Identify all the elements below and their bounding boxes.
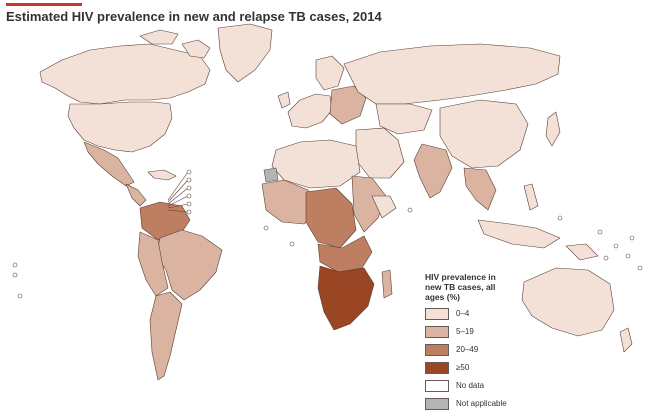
small-territory-marker xyxy=(17,293,23,299)
map-title: Estimated HIV prevalence in new and rela… xyxy=(6,9,382,24)
small-territory-marker xyxy=(637,265,643,271)
legend-item-5-19: 5–19 xyxy=(425,324,625,339)
region-japan xyxy=(545,111,561,147)
small-territory-marker xyxy=(613,243,619,249)
region-china xyxy=(439,99,529,169)
legend-swatch xyxy=(425,307,449,320)
region-australia xyxy=(521,267,615,337)
region-middle-east xyxy=(355,127,405,179)
small-territory-marker xyxy=(186,169,192,175)
legend-item-0-4: 0–4 xyxy=(425,306,625,321)
small-territory-marker xyxy=(629,235,635,241)
region-horn-of-africa xyxy=(371,195,397,219)
world-map xyxy=(12,23,643,381)
region-caribbean xyxy=(147,169,177,181)
region-eastern-europe xyxy=(329,85,367,125)
region-southern-central-africa xyxy=(317,235,373,273)
legend-swatch xyxy=(425,325,449,338)
region-central-africa xyxy=(305,187,357,249)
region-madagascar xyxy=(381,269,393,299)
small-territory-marker xyxy=(186,177,192,183)
small-territory-marker xyxy=(597,229,603,235)
region-philippines xyxy=(523,183,539,211)
legend: HIV prevalence in new TB cases, all ages… xyxy=(425,272,625,414)
legend-label: 0–4 xyxy=(456,309,470,318)
region-new-zealand xyxy=(619,327,633,353)
legend-label: 5–19 xyxy=(456,327,474,336)
legend-item-no-data: No data xyxy=(425,378,625,393)
region-arctic-islands-2 xyxy=(181,39,211,59)
region-north-africa xyxy=(271,139,361,189)
region-central-asia xyxy=(375,103,433,135)
region-indonesia xyxy=(477,219,561,249)
small-territory-marker xyxy=(186,193,192,199)
region-usa xyxy=(67,101,173,153)
legend-item-50-plus: ≥50 xyxy=(425,360,625,375)
region-western-sahara xyxy=(263,167,279,183)
region-east-africa xyxy=(351,175,387,233)
small-territory-marker xyxy=(557,215,563,221)
region-peru-bolivia xyxy=(137,231,169,297)
legend-swatch xyxy=(425,343,449,356)
small-territory-marker xyxy=(12,272,18,278)
small-territory-marker xyxy=(186,201,192,207)
region-png xyxy=(565,243,599,261)
region-greenland xyxy=(217,23,273,83)
legend-swatch xyxy=(425,379,449,392)
region-mexico xyxy=(83,141,135,187)
region-western-europe xyxy=(287,93,333,129)
region-canada xyxy=(39,43,211,105)
region-india xyxy=(413,143,453,199)
small-territory-marker xyxy=(263,225,269,231)
region-southeast-asia xyxy=(463,167,497,211)
small-territory-marker xyxy=(407,207,413,213)
small-territory-marker xyxy=(625,253,631,259)
legend-title: HIV prevalence in new TB cases, all ages… xyxy=(425,272,496,302)
region-scandinavia xyxy=(315,55,345,91)
small-territory-marker xyxy=(186,185,192,191)
small-territory-marker xyxy=(186,209,192,215)
region-russia xyxy=(343,43,561,105)
region-southern-africa xyxy=(317,265,375,331)
region-southern-cone xyxy=(149,291,183,381)
region-uk xyxy=(277,91,291,109)
region-arctic-islands xyxy=(139,29,179,45)
small-territory-marker xyxy=(289,241,295,247)
small-territory-marker xyxy=(12,262,18,268)
region-south-america-north xyxy=(139,201,191,241)
region-central-america xyxy=(125,183,147,207)
small-territory-marker xyxy=(603,255,609,261)
title-accent-bar xyxy=(6,3,82,6)
legend-label: No data xyxy=(456,381,485,390)
legend-swatch xyxy=(425,361,449,374)
legend-label: 20–49 xyxy=(456,345,479,354)
legend-label: ≥50 xyxy=(456,363,470,372)
legend-item-20-49: 20–49 xyxy=(425,342,625,357)
